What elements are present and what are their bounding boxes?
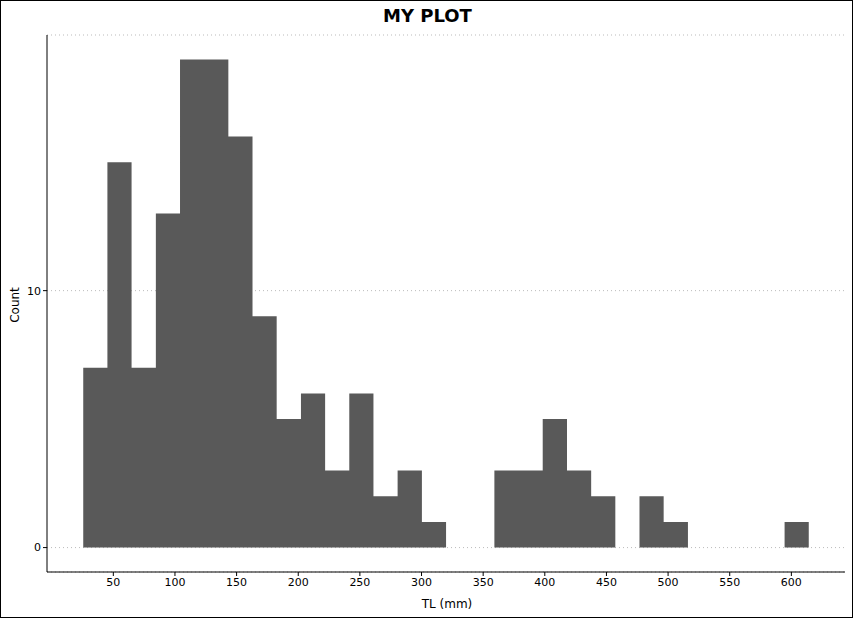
- svg-text:450: 450: [596, 576, 617, 589]
- svg-text:100: 100: [164, 576, 185, 589]
- svg-text:0: 0: [34, 541, 41, 554]
- html-text:MY PLOT: MY PLOT: [383, 5, 472, 26]
- html-text:Count: Count: [8, 286, 22, 323]
- svg-text:150: 150: [226, 576, 247, 589]
- html-text:TL (mm): TL (mm): [421, 597, 473, 611]
- svg-text:50: 50: [106, 576, 120, 589]
- svg-text:500: 500: [658, 576, 679, 589]
- svg-text:550: 550: [719, 576, 740, 589]
- svg-text:200: 200: [288, 576, 309, 589]
- svg-text:250: 250: [349, 576, 370, 589]
- svg-text:350: 350: [473, 576, 494, 589]
- svg-text:600: 600: [781, 576, 802, 589]
- svg-text:300: 300: [411, 576, 432, 589]
- svg-text:10: 10: [27, 285, 41, 298]
- svg-text:400: 400: [534, 576, 555, 589]
